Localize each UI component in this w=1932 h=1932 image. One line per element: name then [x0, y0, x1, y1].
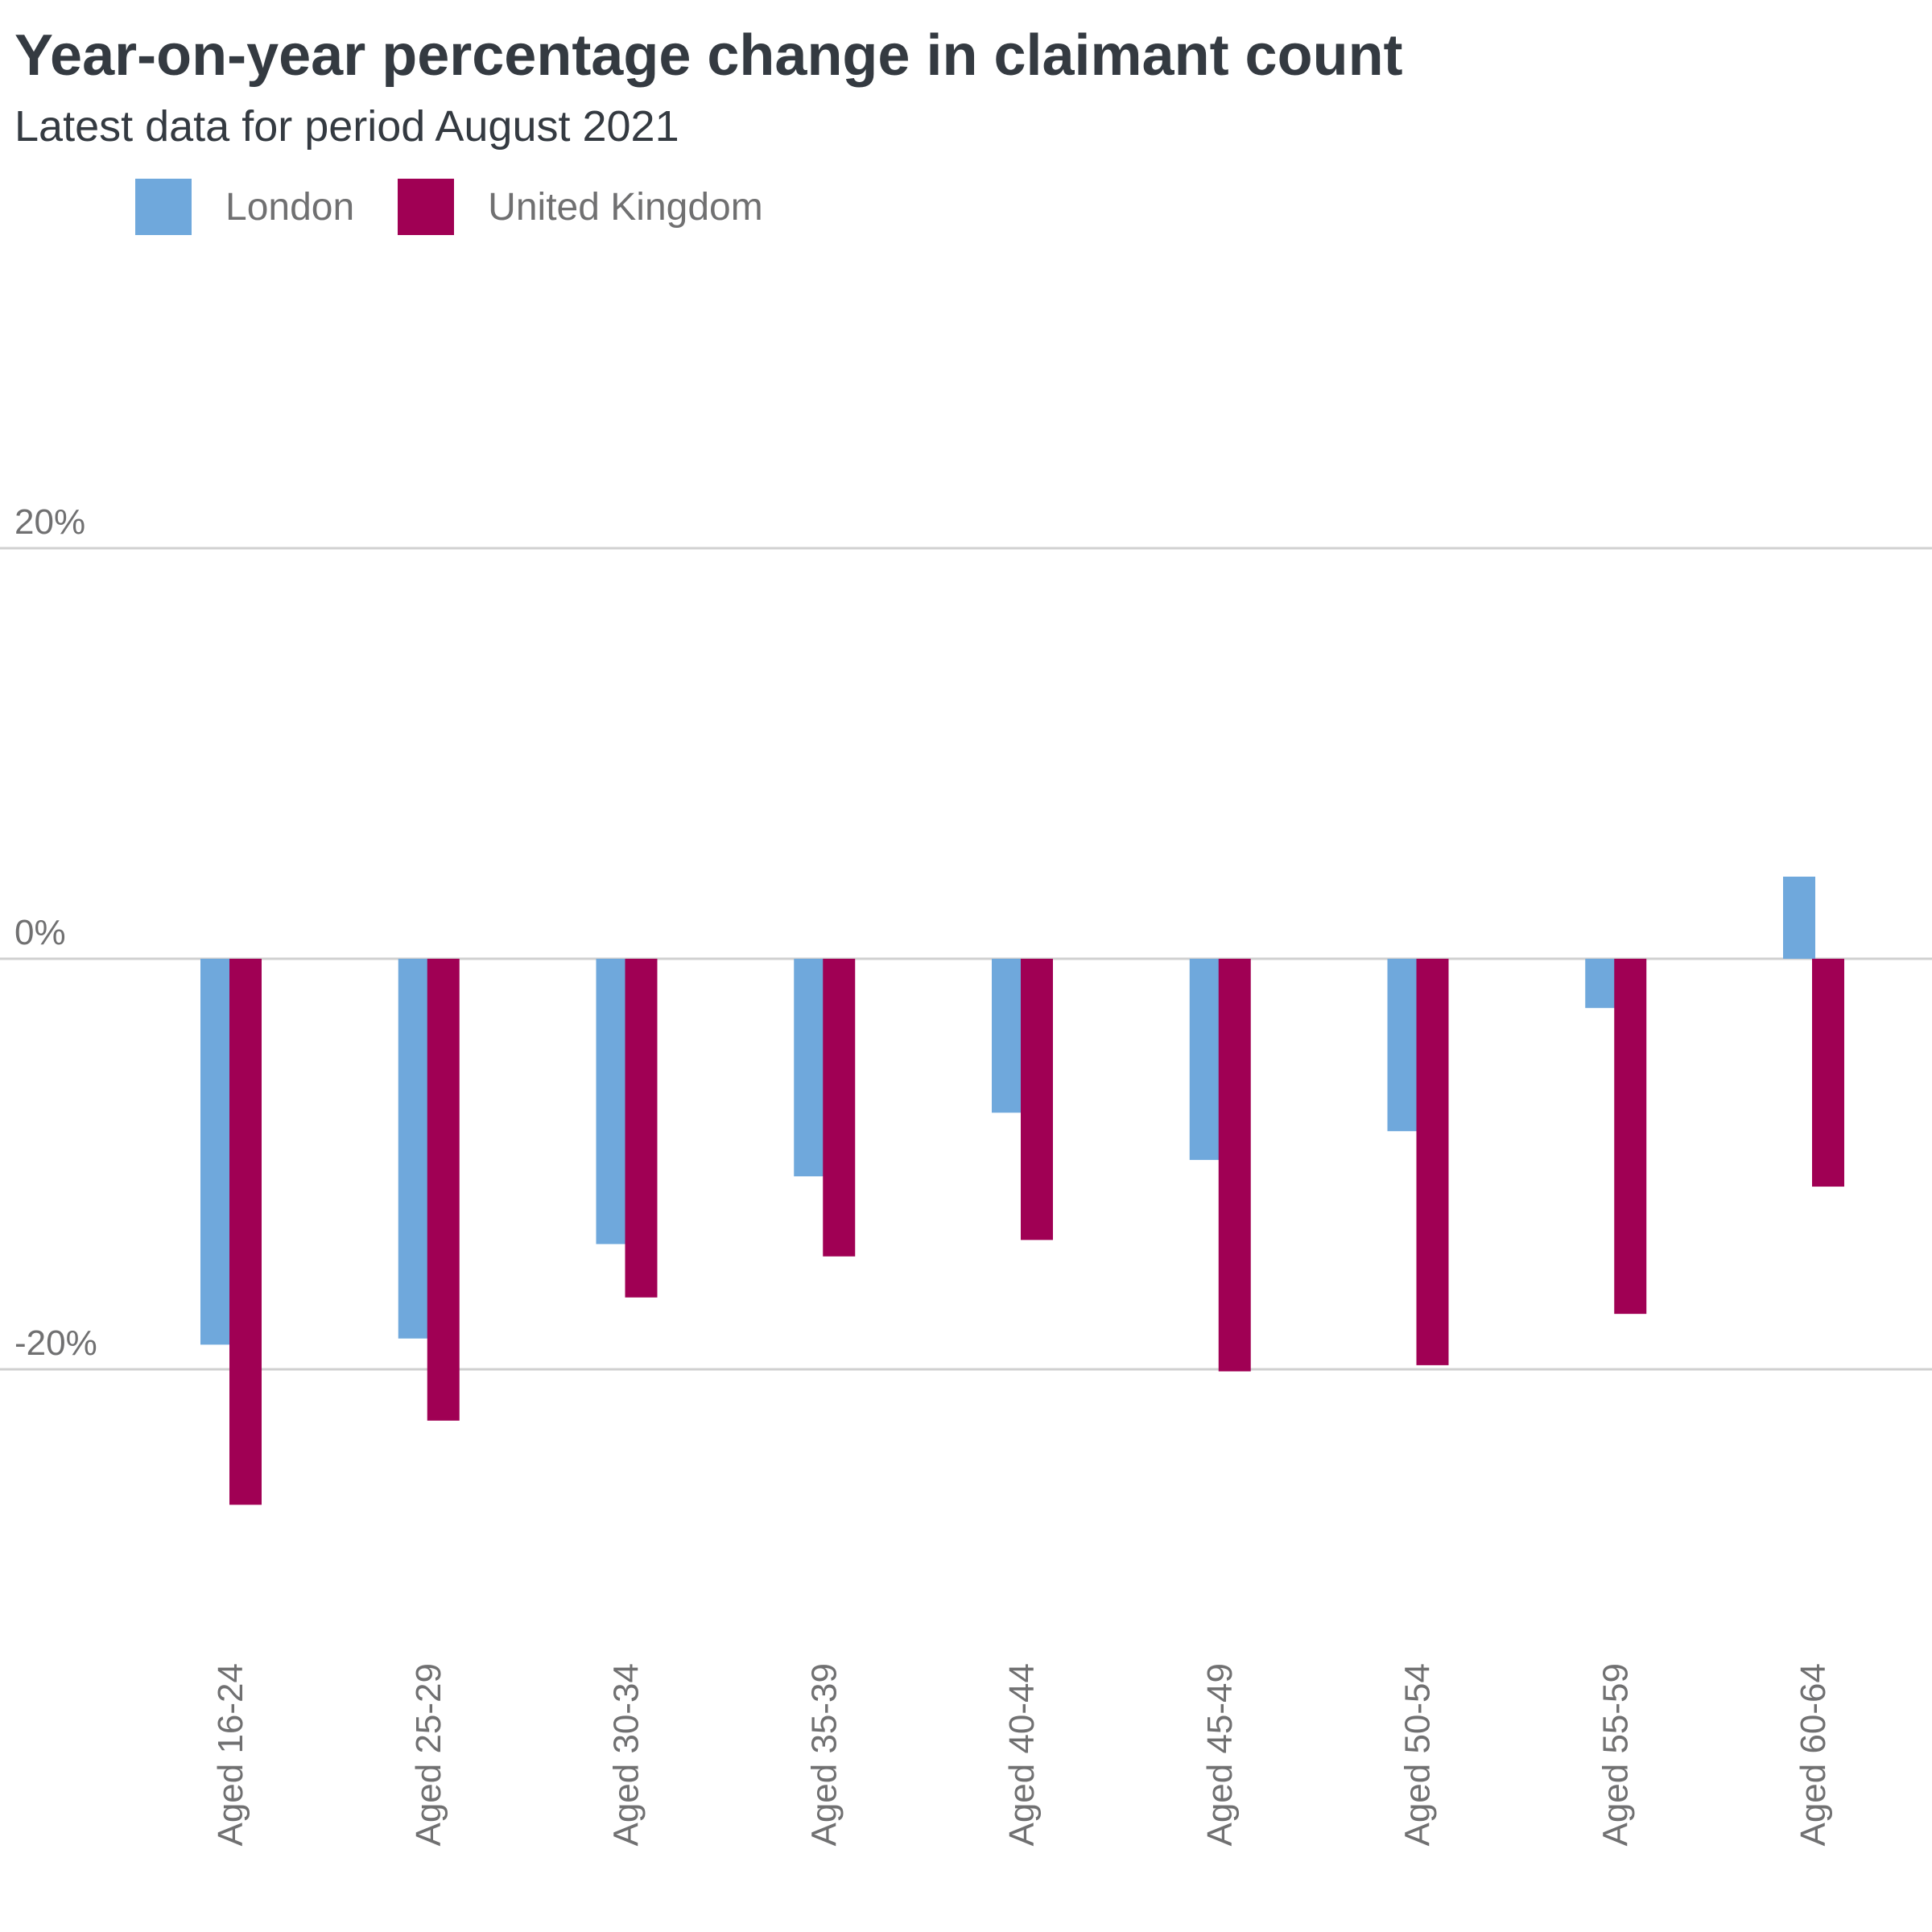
bar-london[interactable]: [200, 959, 233, 1345]
bar-london[interactable]: [794, 959, 827, 1177]
category-label: Aged 50-54: [1398, 1663, 1438, 1847]
bars: [200, 877, 1844, 1505]
legend: London United Kingdom: [135, 179, 807, 235]
legend-swatch-united-kingdom: [398, 179, 455, 235]
bar-united-kingdom[interactable]: [625, 959, 658, 1298]
category-label: Aged 35-39: [804, 1663, 844, 1847]
bar-london[interactable]: [1387, 959, 1420, 1132]
legend-label-united-kingdom: United Kingdom: [488, 185, 763, 229]
category-label: Aged 25-29: [409, 1663, 448, 1847]
legend-label-london: London: [225, 185, 355, 229]
category-labels: Aged 16-24 Aged 25-29 Aged 30-34 Aged 35-39…: [211, 1663, 1833, 1847]
y-tick-label: 0%: [14, 913, 66, 952]
category-label: Aged 16-24: [211, 1663, 250, 1847]
bar-london[interactable]: [1189, 959, 1222, 1160]
bar-united-kingdom[interactable]: [1021, 959, 1053, 1241]
category-label: Aged 40-44: [1002, 1663, 1042, 1847]
legend-item-united-kingdom[interactable]: United Kingdom: [398, 179, 763, 235]
bar-united-kingdom[interactable]: [427, 959, 460, 1421]
category-label: Aged 45-49: [1200, 1663, 1240, 1847]
bar-united-kingdom[interactable]: [1218, 959, 1251, 1372]
chart-title: Year-on-year percentage change in claima…: [14, 23, 1403, 88]
legend-swatch-london: [135, 179, 192, 235]
chart-subtitle: Latest data for period August 2021: [14, 102, 679, 151]
category-label: Aged 30-34: [607, 1663, 646, 1847]
bar-london[interactable]: [1783, 877, 1815, 959]
y-tick-label: 20%: [14, 502, 85, 542]
bar-london[interactable]: [398, 959, 431, 1339]
bar-united-kingdom[interactable]: [229, 959, 262, 1505]
bar-london[interactable]: [1585, 959, 1618, 1009]
bar-united-kingdom[interactable]: [823, 959, 856, 1257]
bar-london[interactable]: [992, 959, 1024, 1113]
bar-united-kingdom[interactable]: [1812, 959, 1844, 1187]
bar-london[interactable]: [596, 959, 629, 1245]
category-label: Aged 55-59: [1596, 1663, 1635, 1847]
legend-item-london[interactable]: London: [135, 179, 354, 235]
bar-united-kingdom[interactable]: [1614, 959, 1647, 1315]
bar-united-kingdom[interactable]: [1416, 959, 1449, 1365]
category-label: Aged 60-64: [1794, 1663, 1833, 1847]
y-tick-label: -20%: [14, 1323, 97, 1363]
